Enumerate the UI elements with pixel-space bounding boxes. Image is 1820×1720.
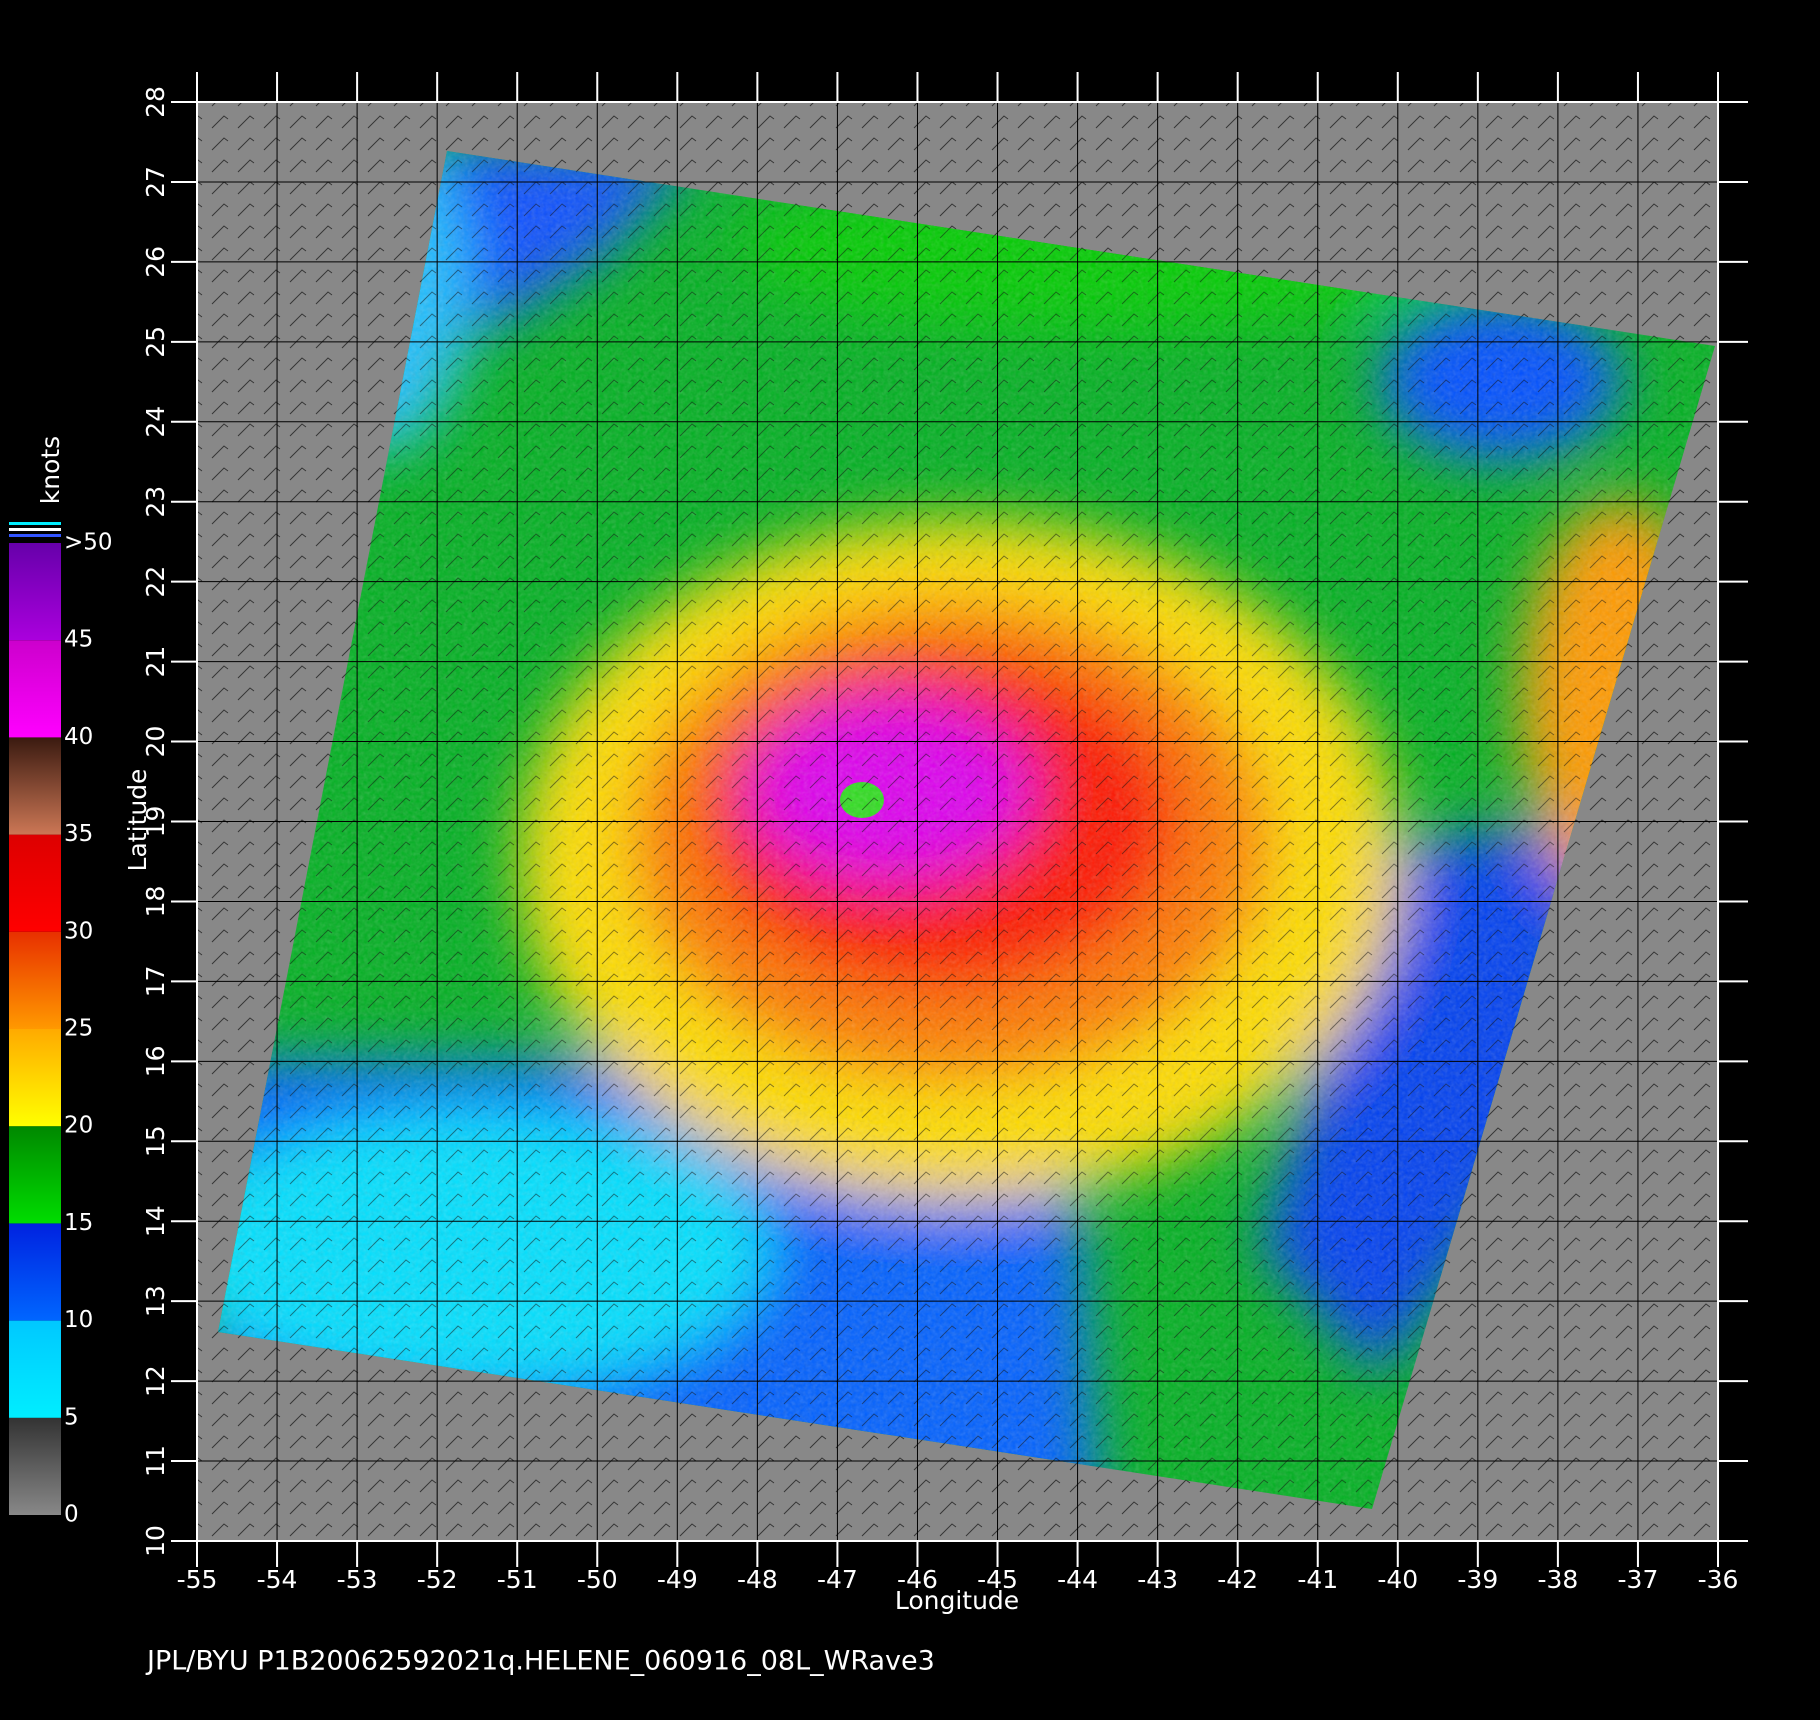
colorbar-title: knots <box>36 436 65 504</box>
x-tick-label: -52 <box>417 1565 458 1594</box>
colorbar-segment <box>9 1126 61 1224</box>
y-axis-label: Latitude <box>123 769 152 872</box>
x-tick-label: -51 <box>497 1565 538 1594</box>
colorbar-rim <box>9 528 61 531</box>
x-tick-label: -37 <box>1618 1565 1659 1594</box>
x-tick-label: -42 <box>1217 1565 1258 1594</box>
x-tick-label: -43 <box>1137 1565 1178 1594</box>
y-tick-label: 23 <box>141 486 170 518</box>
colorbar-tick-label: 40 <box>64 724 93 750</box>
y-tick-label: 24 <box>141 406 170 438</box>
caption: JPL/BYU P1B20062592021q.HELENE_060916_08… <box>145 1646 935 1677</box>
y-tick-label: 22 <box>141 566 170 598</box>
colorbar-segment <box>9 834 61 932</box>
x-tick-label: -49 <box>657 1565 698 1594</box>
y-tick-label: 27 <box>141 166 170 198</box>
x-tick-label: -54 <box>257 1565 298 1594</box>
x-tick-label: -44 <box>1057 1565 1098 1594</box>
y-tick-label: 18 <box>141 886 170 918</box>
y-tick-label: 14 <box>141 1205 170 1237</box>
colorbar-tick-label: 25 <box>64 1016 93 1042</box>
y-tick-label: 10 <box>141 1525 170 1557</box>
colorbar-tick-label: 30 <box>64 918 93 944</box>
colorbar-segment <box>9 737 61 835</box>
x-tick-label: -47 <box>817 1565 858 1594</box>
colorbar-segment <box>9 931 61 1029</box>
x-tick-label: -39 <box>1457 1565 1498 1594</box>
colorbar-rim <box>9 522 61 525</box>
colorbar-tick-label: >50 <box>64 530 113 556</box>
x-axis-label: Longitude <box>895 1586 1019 1615</box>
colorbar-segment <box>9 1417 61 1515</box>
y-tick-label: 13 <box>141 1285 170 1317</box>
y-tick-label: 26 <box>141 246 170 278</box>
y-tick-label: 20 <box>141 726 170 758</box>
x-tick-label: -46 <box>897 1565 938 1594</box>
colorbar-segment <box>9 543 61 641</box>
y-tick-label: 16 <box>141 1045 170 1077</box>
x-tick-label: -48 <box>737 1565 778 1594</box>
y-tick-label: 12 <box>141 1365 170 1397</box>
y-tick-label: 25 <box>141 326 170 358</box>
colorbar-tick-label: 0 <box>64 1502 79 1528</box>
y-tick-label: 15 <box>141 1125 170 1157</box>
x-tick-label: -40 <box>1377 1565 1418 1594</box>
x-tick-label: -36 <box>1698 1565 1739 1594</box>
y-tick-label: 11 <box>141 1445 170 1477</box>
colorbar-segment <box>9 1320 61 1418</box>
colorbar-tick-label: 45 <box>64 627 93 653</box>
colorbar-tick-label: 20 <box>64 1113 93 1139</box>
axes: -55 -54 -53 -52 -51 -50 -49 -48 -47 -46 -45 -44 -43 -… <box>141 72 1748 1594</box>
y-tick-label: 28 <box>141 86 170 118</box>
y-tick-label: 19 <box>141 806 170 838</box>
colorbar-segment <box>9 1029 61 1127</box>
x-tick-label: -41 <box>1297 1565 1338 1594</box>
x-tick-label: -38 <box>1537 1565 1578 1594</box>
colorbar-tick-label: 35 <box>64 821 93 847</box>
y-tick-label: 17 <box>141 965 170 997</box>
y-tick-label: 21 <box>141 646 170 678</box>
x-tick-label: -53 <box>337 1565 378 1594</box>
x-tick-label: -50 <box>577 1565 618 1594</box>
colorbar-tick-label: 5 <box>64 1404 79 1430</box>
colorbar-segment <box>9 1223 61 1321</box>
x-tick-label: -45 <box>977 1565 1018 1594</box>
x-tick-label: -55 <box>177 1565 218 1594</box>
colorbar-tick-label: 10 <box>64 1307 93 1333</box>
colorbar-tick-label: 15 <box>64 1210 93 1236</box>
colorbar-segment <box>9 640 61 738</box>
colorbar-rim <box>9 534 61 537</box>
